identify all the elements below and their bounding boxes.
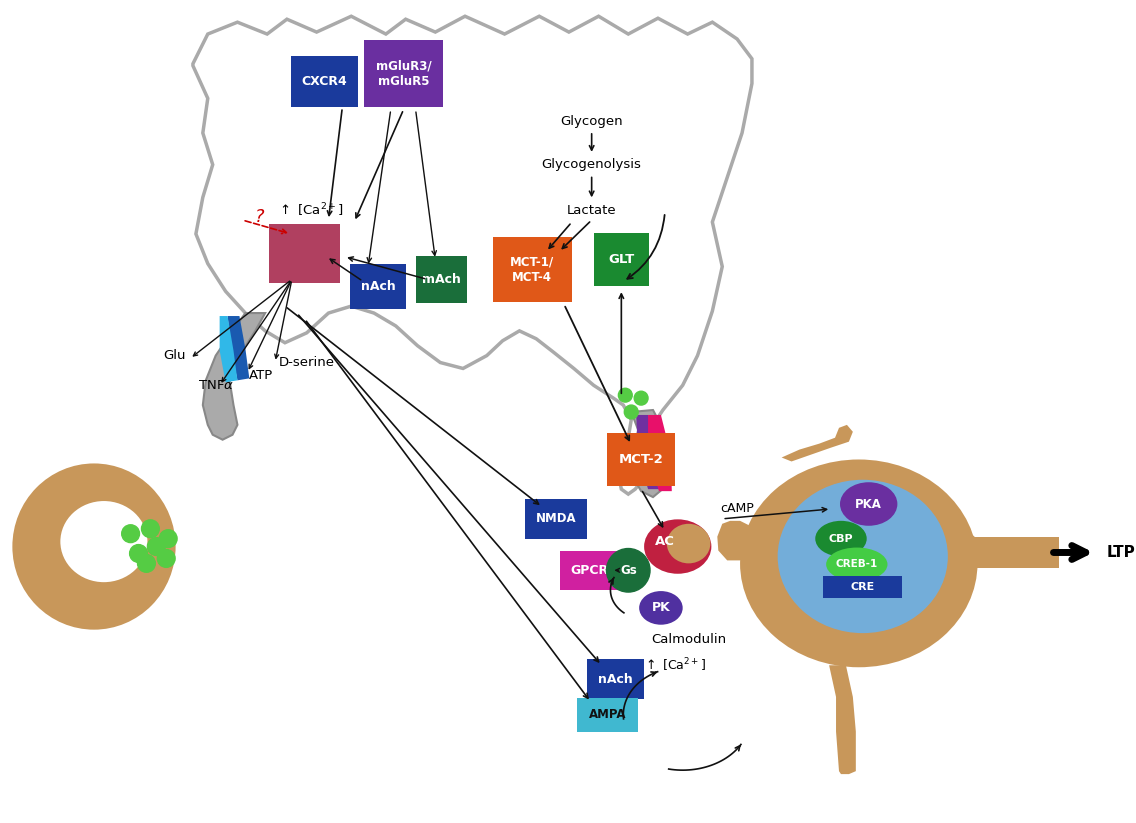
Circle shape [625, 405, 638, 419]
FancyBboxPatch shape [594, 233, 649, 286]
Ellipse shape [12, 463, 176, 630]
Ellipse shape [826, 547, 887, 581]
Polygon shape [203, 313, 265, 439]
FancyBboxPatch shape [577, 698, 638, 732]
Ellipse shape [778, 480, 947, 633]
FancyBboxPatch shape [586, 659, 644, 699]
Text: ?: ? [254, 208, 264, 226]
Polygon shape [193, 16, 752, 494]
Circle shape [618, 388, 633, 402]
Text: mGluR3/
mGluR5: mGluR3/ mGluR5 [376, 59, 432, 87]
Text: AC: AC [655, 535, 675, 548]
Text: GPCR: GPCR [570, 564, 609, 577]
Polygon shape [960, 537, 1059, 569]
Text: mAch: mAch [421, 273, 461, 286]
Circle shape [142, 520, 159, 537]
Circle shape [137, 555, 156, 572]
Circle shape [159, 530, 177, 547]
FancyBboxPatch shape [493, 237, 571, 302]
Text: nAch: nAch [360, 280, 395, 293]
Text: CREB-1: CREB-1 [836, 560, 878, 570]
Text: Gs: Gs [620, 564, 636, 577]
FancyBboxPatch shape [824, 576, 902, 598]
FancyBboxPatch shape [416, 256, 467, 303]
Text: PK: PK [652, 602, 670, 615]
Polygon shape [648, 415, 671, 491]
Text: CXCR4: CXCR4 [302, 75, 348, 88]
Ellipse shape [816, 521, 867, 556]
FancyBboxPatch shape [269, 224, 341, 283]
Text: GLT: GLT [608, 253, 635, 266]
Ellipse shape [644, 519, 711, 574]
Text: LTP: LTP [1106, 545, 1135, 560]
Polygon shape [219, 316, 237, 383]
Circle shape [157, 550, 175, 567]
Text: Calmodulin: Calmodulin [651, 633, 726, 646]
Text: cAMP: cAMP [720, 503, 754, 515]
FancyBboxPatch shape [365, 40, 443, 107]
Text: Lactate: Lactate [567, 203, 617, 216]
Polygon shape [782, 425, 853, 462]
Text: D-serine: D-serine [279, 356, 335, 369]
Ellipse shape [740, 459, 977, 667]
Ellipse shape [840, 482, 897, 526]
Circle shape [130, 545, 148, 562]
Polygon shape [717, 521, 762, 560]
Text: ATP: ATP [249, 369, 274, 382]
Ellipse shape [667, 523, 710, 564]
Text: Glu: Glu [164, 349, 186, 362]
Polygon shape [939, 528, 979, 570]
Text: $\uparrow$ [Ca$^{2+}$]: $\uparrow$ [Ca$^{2+}$] [277, 202, 344, 219]
FancyBboxPatch shape [350, 263, 406, 309]
FancyBboxPatch shape [608, 433, 675, 486]
Text: MCT-2: MCT-2 [619, 453, 663, 466]
FancyBboxPatch shape [525, 499, 586, 538]
Text: Glycogen: Glycogen [560, 114, 623, 128]
Polygon shape [829, 665, 855, 774]
Text: TNF$\alpha$: TNF$\alpha$ [198, 379, 234, 392]
Text: AMPA: AMPA [588, 709, 626, 721]
Text: Glycogenolysis: Glycogenolysis [542, 158, 642, 171]
Circle shape [634, 391, 648, 405]
FancyBboxPatch shape [560, 551, 619, 590]
Text: NMDA: NMDA [536, 513, 576, 525]
Text: MCT-1/
MCT-4: MCT-1/ MCT-4 [510, 255, 554, 283]
Circle shape [122, 525, 140, 542]
Ellipse shape [60, 501, 148, 582]
Circle shape [607, 549, 650, 592]
FancyBboxPatch shape [291, 56, 358, 107]
Text: PKA: PKA [855, 498, 883, 510]
Polygon shape [227, 316, 249, 380]
Text: $\uparrow$ [Ca$^{2+}$]: $\uparrow$ [Ca$^{2+}$] [643, 657, 707, 674]
Text: nAch: nAch [598, 672, 633, 686]
Polygon shape [632, 410, 671, 497]
Text: CBP: CBP [828, 533, 853, 544]
Ellipse shape [640, 591, 683, 625]
Polygon shape [636, 415, 659, 489]
Text: CRE: CRE [851, 582, 875, 592]
Circle shape [148, 537, 165, 556]
